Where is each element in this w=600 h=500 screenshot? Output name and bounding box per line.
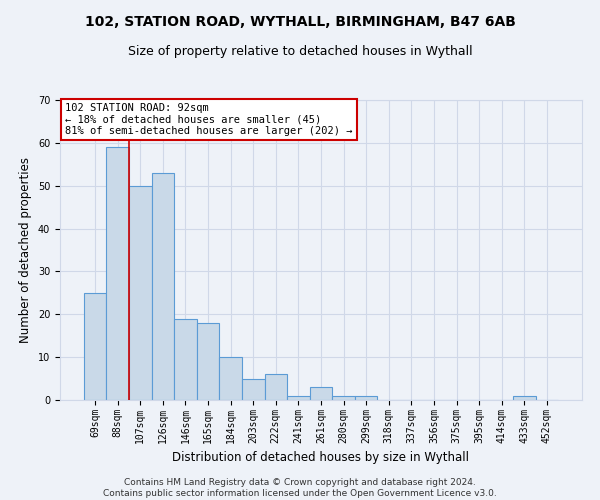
Bar (242, 378, 265, 400)
Bar (197, 323, 220, 400)
X-axis label: Distribution of detached houses by size in Wythall: Distribution of detached houses by size … (173, 451, 470, 464)
Bar (84, 293, 106, 400)
Bar (220, 357, 242, 400)
Bar (332, 396, 355, 400)
Text: Size of property relative to detached houses in Wythall: Size of property relative to detached ho… (128, 45, 472, 58)
Bar (287, 396, 310, 400)
Text: 102 STATION ROAD: 92sqm
← 18% of detached houses are smaller (45)
81% of semi-de: 102 STATION ROAD: 92sqm ← 18% of detache… (65, 103, 353, 136)
Bar (106, 147, 129, 400)
Bar (355, 396, 377, 400)
Bar (513, 396, 536, 400)
Text: Contains HM Land Registry data © Crown copyright and database right 2024.
Contai: Contains HM Land Registry data © Crown c… (103, 478, 497, 498)
Bar (129, 186, 152, 400)
Bar (174, 318, 197, 400)
Y-axis label: Number of detached properties: Number of detached properties (19, 157, 32, 343)
Text: 102, STATION ROAD, WYTHALL, BIRMINGHAM, B47 6AB: 102, STATION ROAD, WYTHALL, BIRMINGHAM, … (85, 15, 515, 29)
Bar (265, 374, 287, 400)
Bar (152, 173, 174, 400)
Bar (310, 387, 332, 400)
